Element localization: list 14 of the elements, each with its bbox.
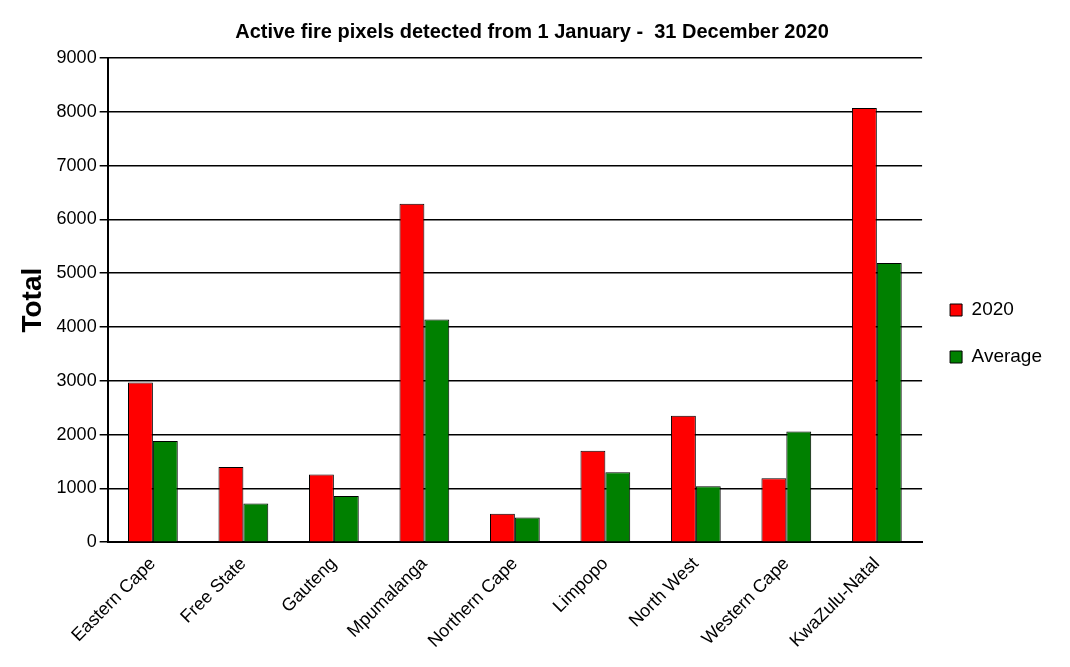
- y-tick-label: 2000: [56, 423, 97, 444]
- y-tick-label: 7000: [56, 154, 97, 175]
- legend-label: Average: [971, 345, 1043, 367]
- y-tick-label: 0: [86, 531, 97, 552]
- y-tick-label: 3000: [56, 369, 97, 390]
- y-tick-label: 4000: [56, 315, 97, 336]
- y-tick-label: 6000: [56, 208, 97, 229]
- y-tick-label: 1000: [56, 477, 97, 498]
- y-tick-label: 9000: [56, 46, 97, 67]
- y-tick-label: 8000: [56, 100, 97, 121]
- legend-label: 2020: [971, 298, 1014, 320]
- y-tick-label: 5000: [56, 262, 97, 283]
- chart-title: Active fire pixels detected from 1 January - 31 December 2020: [235, 19, 829, 42]
- y-axis-title: Total: [15, 267, 47, 333]
